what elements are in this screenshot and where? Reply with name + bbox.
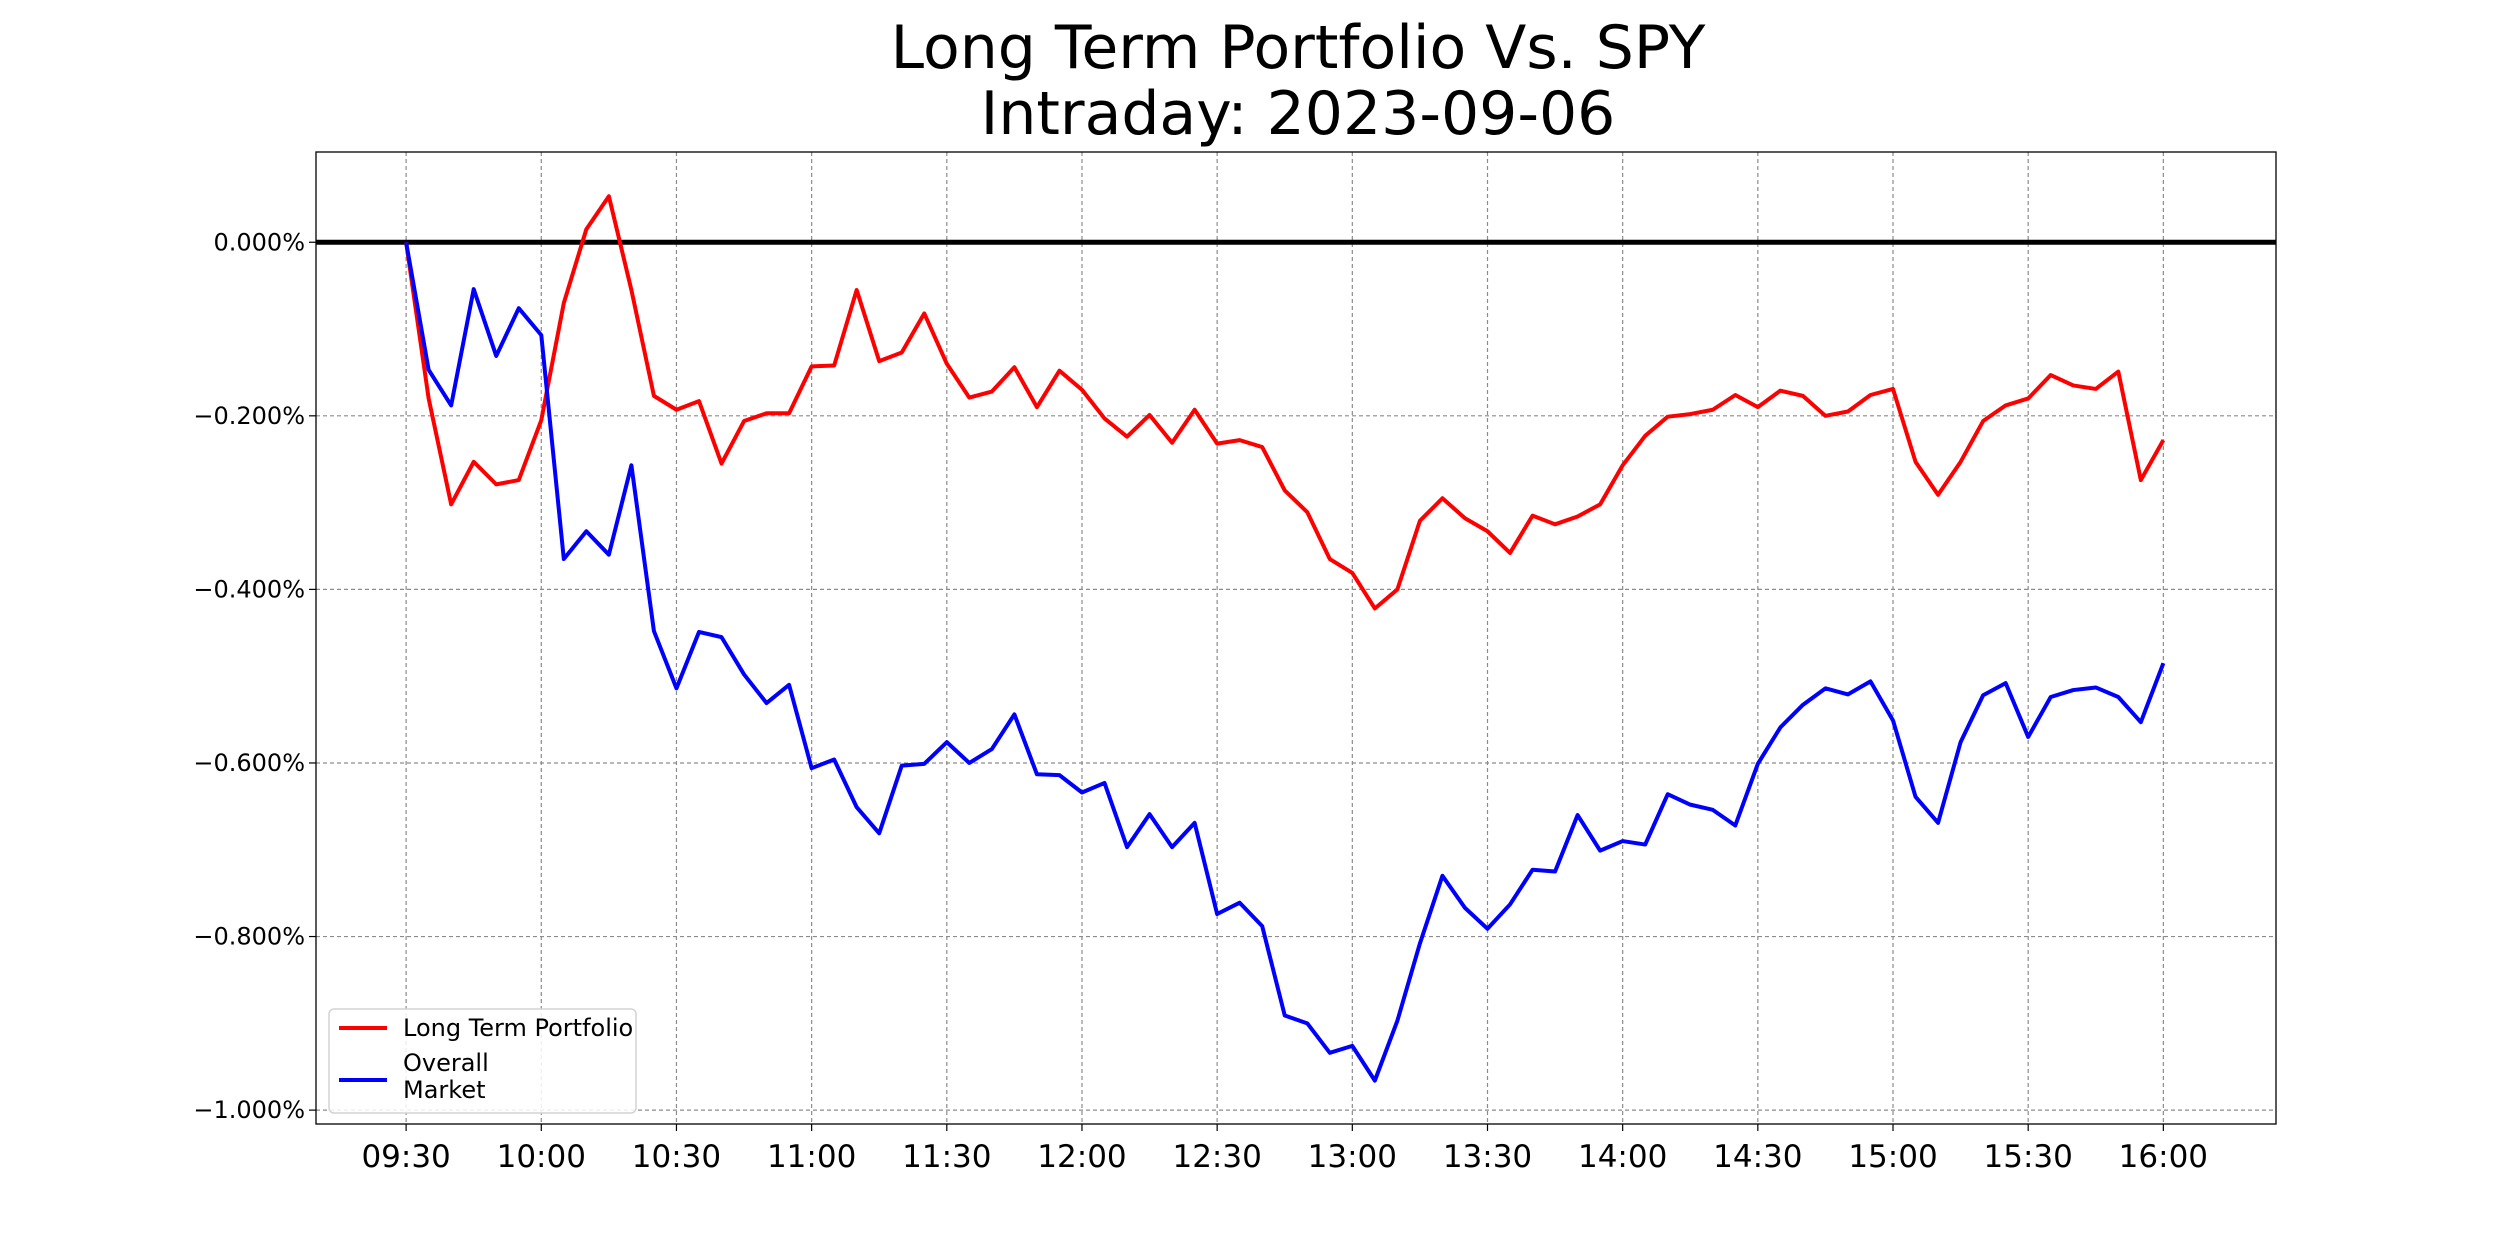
y-tick-label: −0.200% xyxy=(193,402,305,430)
x-tick-label: 16:00 xyxy=(2119,1139,2208,1175)
x-tick-label: 14:00 xyxy=(1578,1139,1667,1175)
portfolio-line xyxy=(404,194,2166,611)
plot-frame xyxy=(315,151,2277,1125)
y-tick-label: 0.000% xyxy=(213,228,305,256)
x-tick-label: 10:00 xyxy=(497,1139,586,1175)
y-tick-label: −1.000% xyxy=(193,1096,305,1124)
y-tick-label: −0.600% xyxy=(193,749,305,777)
y-tick-label: −0.800% xyxy=(193,923,305,951)
chart-subtitle: Intraday: 2023-09-06 xyxy=(981,79,1616,149)
x-tick-label: 13:30 xyxy=(1443,1139,1532,1175)
y-tick-label: −0.400% xyxy=(193,575,305,603)
axes: 09:30 10:00 10:30 11:00 11:30 12:00 12:30 13:00… xyxy=(193,151,2277,1175)
grid xyxy=(316,152,2276,1124)
market-line xyxy=(404,241,2166,1083)
x-tick-label: 11:00 xyxy=(767,1139,856,1175)
legend-box xyxy=(328,1008,637,1114)
x-tick-label: 10:30 xyxy=(632,1139,721,1175)
series-group xyxy=(404,194,2166,1083)
x-tick-label: 11:30 xyxy=(902,1139,991,1175)
x-tick-label: 13:00 xyxy=(1308,1139,1397,1175)
x-tick-label: 15:00 xyxy=(1848,1139,1937,1175)
x-tick-label: 14:30 xyxy=(1713,1139,1802,1175)
x-tick-label: 15:30 xyxy=(1984,1139,2073,1175)
legend-label-market-line2: Market xyxy=(403,1076,486,1104)
legend-label-market-line1: Overall xyxy=(403,1049,489,1077)
x-tick-label: 12:00 xyxy=(1037,1139,1126,1175)
x-tick-label: 09:30 xyxy=(361,1139,450,1175)
legend-label-portfolio: Long Term Portfolio xyxy=(403,1014,633,1042)
chart-title: Long Term Portfolio Vs. SPY xyxy=(891,13,1706,83)
x-tick-label: 12:30 xyxy=(1172,1139,1261,1175)
